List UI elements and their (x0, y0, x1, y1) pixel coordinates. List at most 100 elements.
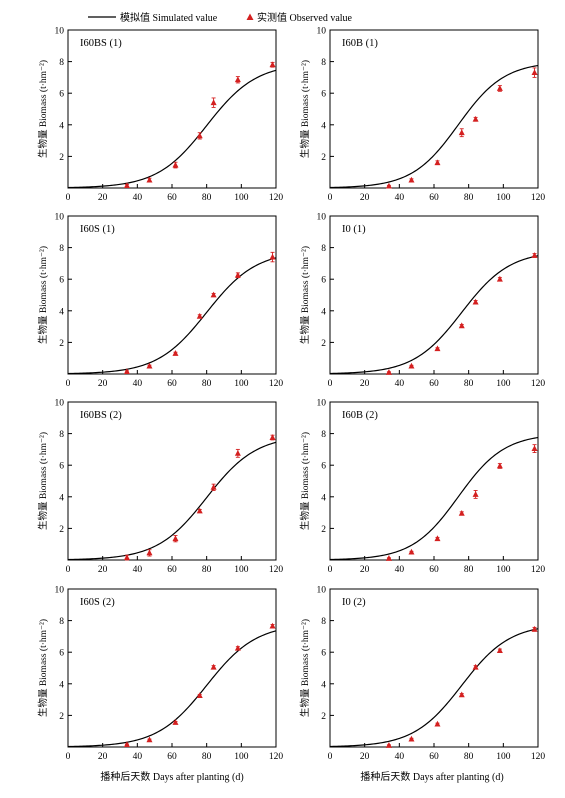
x-tick-label: 0 (66, 193, 71, 203)
y-tick-label: 6 (321, 276, 326, 286)
x-tick-label: 120 (531, 193, 546, 203)
y-tick-label: 8 (59, 244, 64, 254)
y-axis-label: 生物量 Biomass (t·hm⁻²) (299, 432, 311, 530)
x-tick-label: 40 (395, 565, 405, 575)
y-tick-label: 2 (321, 339, 326, 349)
panel-1: 0 20 40 60 80 100 120 2 4 6 8 10 I60BS (1) 生物量 Biomas… (37, 27, 283, 204)
x-tick-label: 40 (395, 193, 405, 203)
x-tick-label: 80 (202, 379, 212, 389)
x-tick-label: 60 (167, 193, 177, 203)
x-tick-label: 80 (202, 752, 212, 762)
simulated-line (329, 436, 539, 561)
observed-point (146, 362, 153, 369)
x-tick-label: 60 (167, 565, 177, 575)
observed-point (123, 368, 130, 375)
y-tick-label: 4 (59, 680, 64, 690)
plot-frame (329, 401, 539, 561)
y-tick-label: 2 (59, 712, 64, 722)
plot-frame (329, 588, 539, 748)
x-tick-label: 60 (167, 379, 177, 389)
y-tick-label: 4 (59, 493, 64, 503)
observed-point (472, 115, 479, 122)
observed-point (496, 85, 503, 91)
y-tick-label: 4 (321, 121, 326, 131)
y-tick-label: 2 (59, 525, 64, 535)
y-tick-label: 8 (59, 617, 64, 627)
panel-title: I60S (1) (80, 224, 115, 235)
y-tick-label: 4 (59, 121, 64, 131)
y-axis-label: 生物量 Biomass (t·hm⁻²) (299, 619, 311, 717)
panel-title: I60B (2) (342, 410, 378, 421)
observed-point (458, 322, 465, 329)
y-tick-label: 6 (59, 90, 64, 100)
observed-point (531, 625, 538, 632)
plot-frame (67, 401, 277, 561)
observed-point (385, 369, 392, 375)
panel-2: 0 20 40 60 80 100 120 2 4 6 8 10 I60B (1) 生物量 Biomass… (299, 27, 545, 204)
panel-title: I0 (2) (342, 597, 366, 608)
observed-point (210, 663, 217, 670)
observed-point (269, 434, 276, 440)
observed-point (146, 736, 153, 743)
y-axis-label: 生物量 Biomass (t·hm⁻²) (37, 619, 49, 717)
observed-point (385, 742, 392, 748)
observed-point (434, 159, 441, 166)
x-tick-label: 0 (66, 565, 71, 575)
observed-point (408, 362, 415, 369)
x-tick-label: 20 (98, 193, 108, 203)
y-tick-label: 8 (59, 430, 64, 440)
x-axis-label-left: 播种后天数 Days after planting (d) (100, 770, 243, 783)
observed-point (434, 535, 441, 542)
y-tick-label: 2 (59, 339, 64, 349)
y-tick-label: 6 (321, 90, 326, 100)
x-tick-label: 20 (360, 752, 370, 762)
x-tick-label: 0 (66, 379, 71, 389)
y-tick-label: 8 (321, 244, 326, 254)
y-tick-label: 10 (55, 213, 65, 223)
observed-point (408, 548, 415, 555)
observed-point (496, 275, 503, 282)
observed-point (531, 445, 538, 452)
panel-6: 0 20 40 60 80 100 120 2 4 6 8 10 I60B (2) 生物量 Biomass… (299, 399, 545, 576)
observed-point (458, 691, 465, 698)
x-tick-label: 120 (531, 752, 546, 762)
x-tick-label: 100 (234, 565, 249, 575)
observed-point (234, 76, 241, 83)
observed-point (196, 507, 203, 514)
simulated-line (67, 257, 277, 375)
x-tick-label: 40 (133, 565, 143, 575)
x-tick-label: 0 (328, 379, 333, 389)
x-tick-label: 20 (360, 379, 370, 389)
y-axis-label: 生物量 Biomass (t·hm⁻²) (37, 432, 49, 530)
y-tick-label: 8 (321, 617, 326, 627)
observed-point (496, 462, 503, 469)
observed-point (196, 132, 203, 139)
observed-point (531, 252, 538, 258)
x-tick-label: 60 (167, 752, 177, 762)
observed-point (269, 61, 276, 68)
y-tick-label: 8 (321, 58, 326, 68)
observed-point (496, 647, 503, 654)
observed-point (472, 298, 479, 305)
x-tick-label: 40 (133, 193, 143, 203)
x-tick-label: 100 (234, 193, 249, 203)
observed-point (123, 741, 130, 748)
observed-point (146, 549, 153, 556)
panel-5: 0 20 40 60 80 100 120 2 4 6 8 10 I60BS (2) 生物量 Biomas… (37, 399, 283, 576)
x-tick-label: 20 (98, 565, 108, 575)
observed-point (234, 271, 241, 278)
x-tick-label: 120 (269, 752, 284, 762)
simulated-line (67, 69, 277, 189)
observed-point (408, 176, 415, 183)
observed-point (146, 176, 153, 183)
plot-frame (329, 29, 539, 189)
legend-observed-marker (246, 13, 254, 20)
x-tick-label: 120 (269, 379, 284, 389)
x-tick-label: 0 (328, 193, 333, 203)
observed-point (234, 644, 241, 651)
legend-observed-label: 实测值 Observed value (257, 11, 353, 24)
x-tick-label: 80 (202, 565, 212, 575)
observed-point (172, 535, 179, 542)
y-tick-label: 2 (321, 525, 326, 535)
